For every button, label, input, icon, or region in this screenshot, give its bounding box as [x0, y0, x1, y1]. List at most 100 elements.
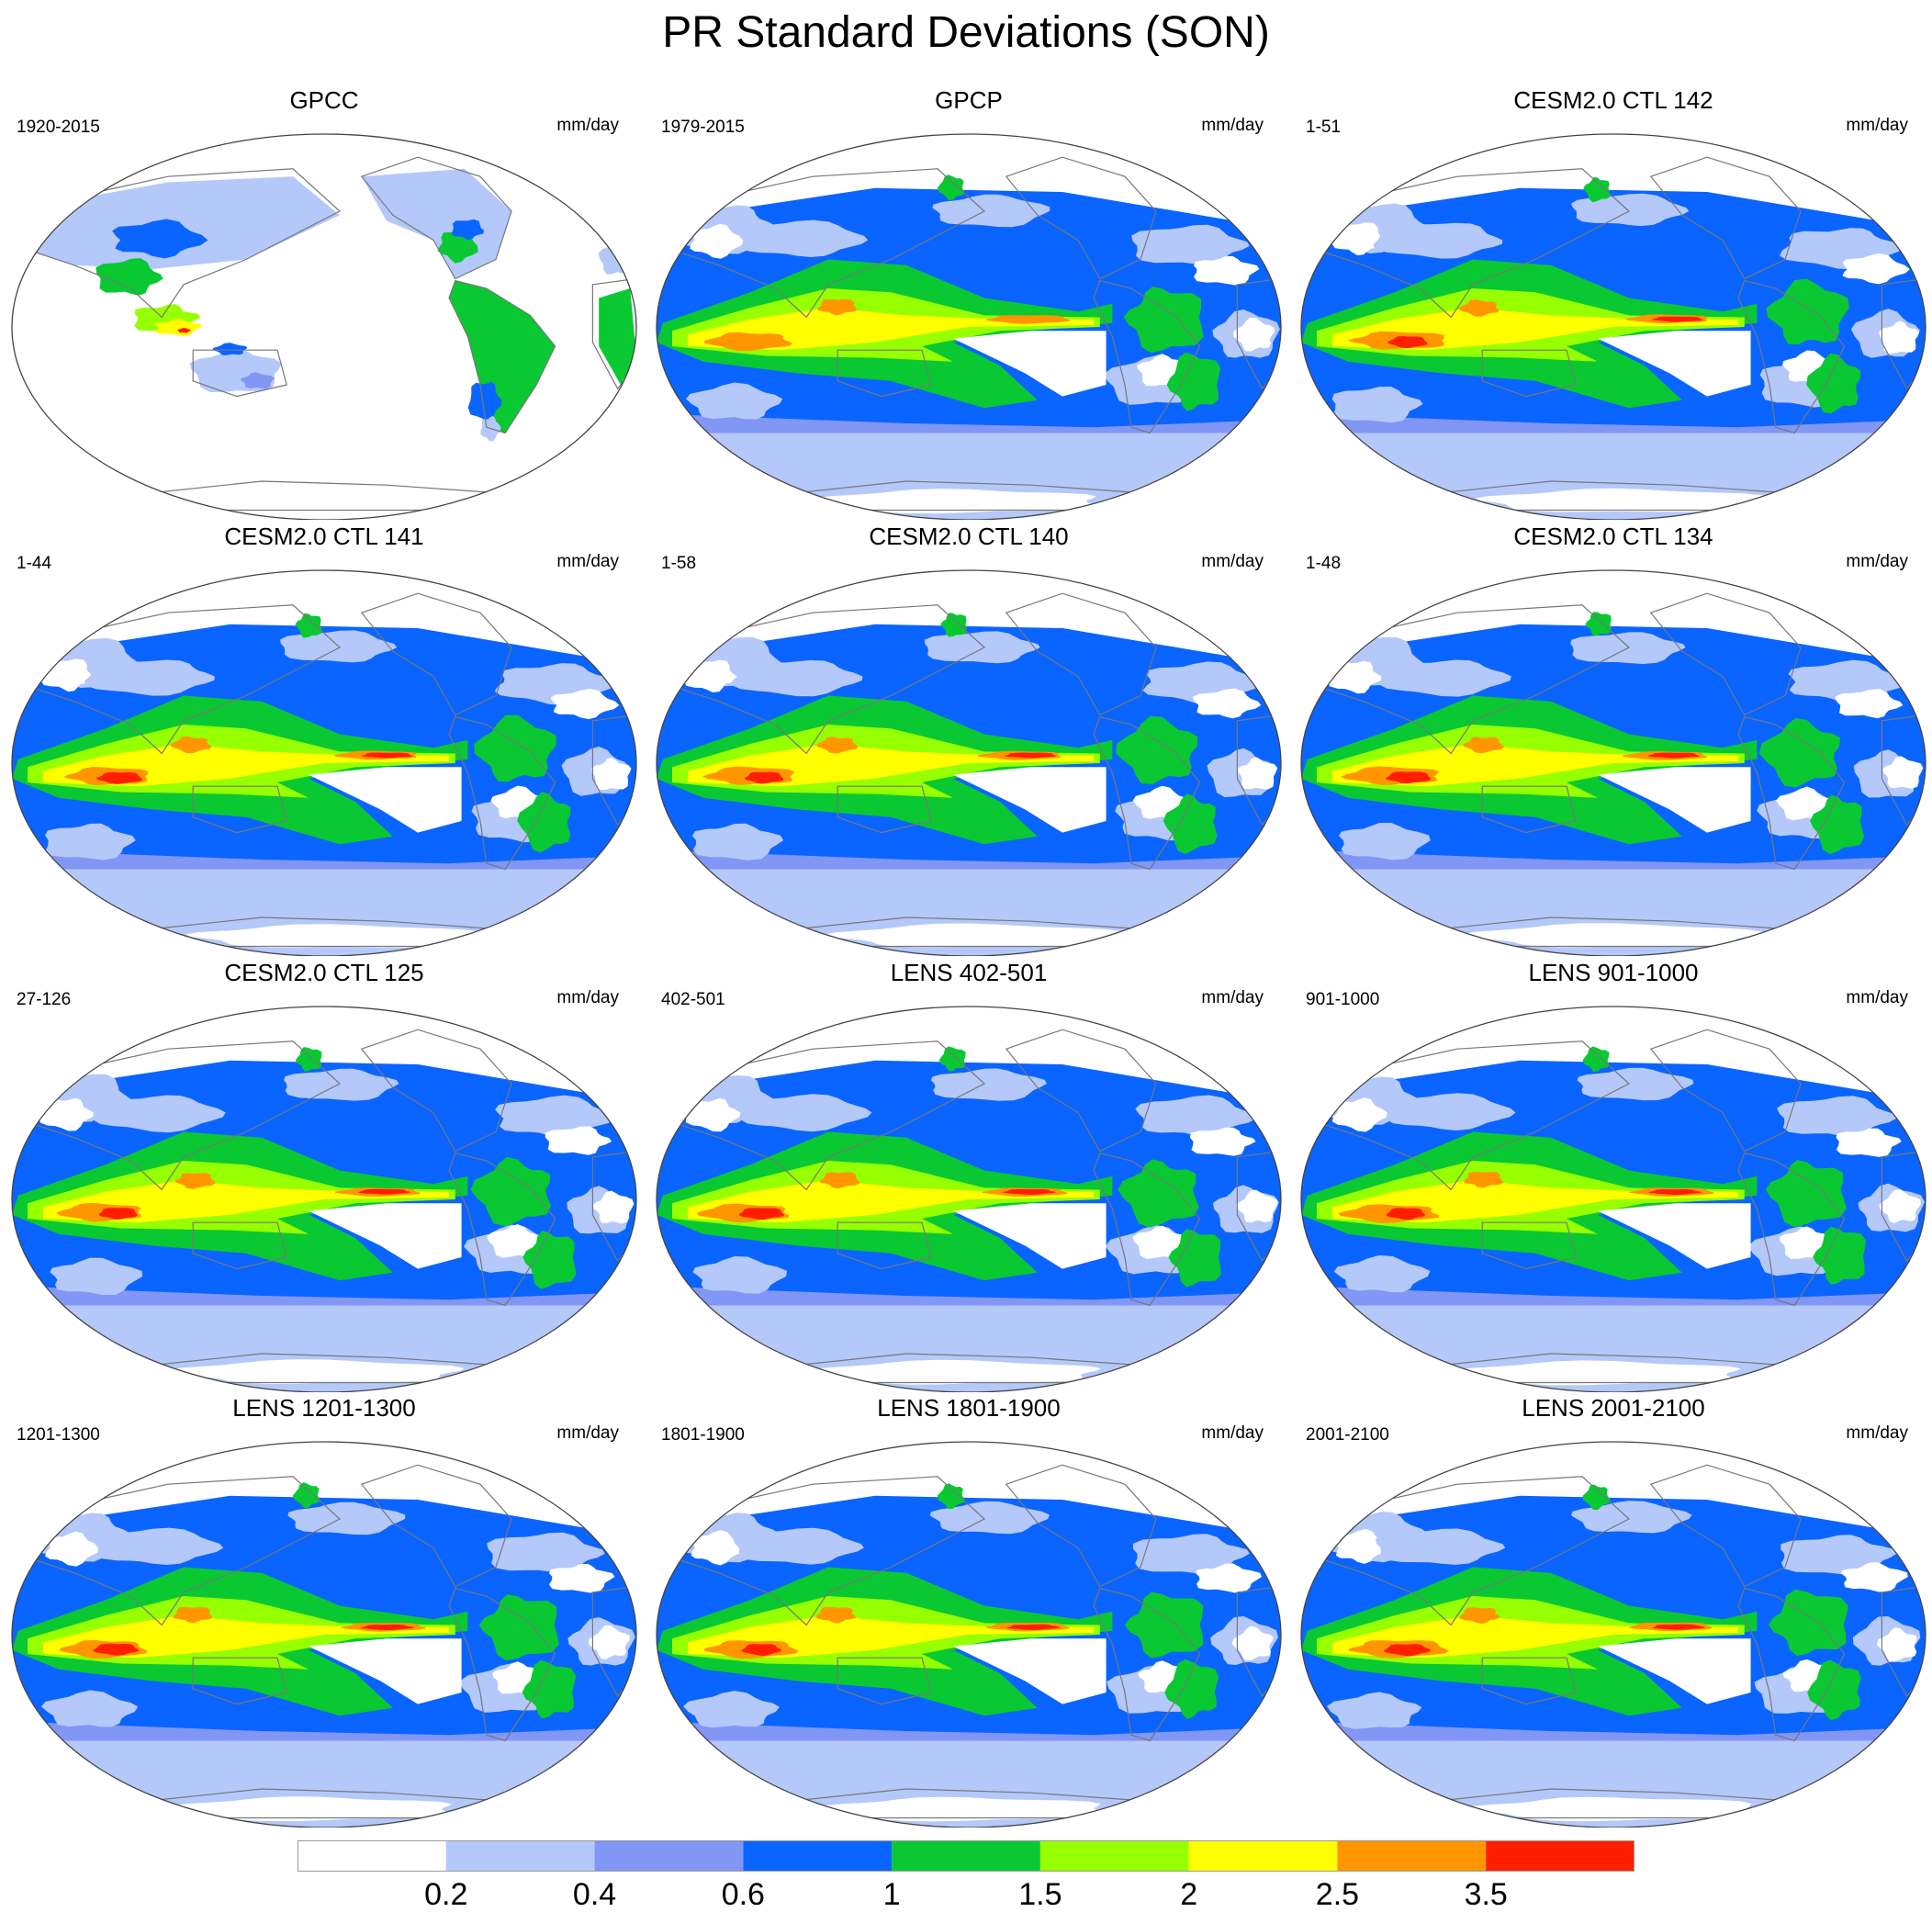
coastline	[671, 604, 986, 755]
panel-units-label: mm/day	[1846, 988, 1908, 1007]
contour-region	[1836, 1128, 1902, 1157]
projection-map	[1300, 569, 1926, 956]
projection-map	[11, 569, 637, 956]
contour-region	[43, 1615, 449, 1659]
coastline	[192, 349, 287, 398]
contour-region	[938, 1046, 966, 1072]
map-boundary	[1300, 569, 1926, 956]
contour-region	[241, 372, 275, 389]
contour-region	[1123, 287, 1204, 354]
coastline	[837, 785, 932, 834]
projection-map	[1300, 133, 1926, 520]
coastline	[360, 592, 512, 716]
contour-region	[1585, 612, 1612, 636]
coastline	[1005, 1029, 1157, 1153]
contour-region	[309, 767, 462, 833]
contour-region	[1005, 752, 1057, 759]
map-panel: LENS 2001-2100 2001-2100 mm/day	[1297, 1394, 1930, 1828]
contour-region	[704, 332, 792, 352]
contour-region	[804, 1359, 1102, 1385]
panel-units-label: mm/day	[1201, 552, 1264, 571]
contour-region	[45, 823, 136, 860]
contour-region	[733, 1527, 864, 1565]
contour-region	[1841, 1562, 1908, 1592]
panel-period-label: 1-48	[1306, 554, 1342, 573]
contour-region	[1652, 1624, 1705, 1630]
panel-title: CESM2.0 CTL 125	[224, 959, 424, 986]
contour-region	[550, 688, 620, 720]
map-boundary	[11, 133, 637, 520]
map-panel: CESM2.0 CTL 141 1-44 mm/day	[7, 523, 641, 956]
contour-region	[1446, 1360, 1741, 1386]
contour-region	[1842, 253, 1910, 285]
map-boundary	[11, 1441, 637, 1828]
panel-title: LENS 2001-2100	[1522, 1394, 1705, 1422]
contour-region	[28, 176, 340, 269]
coastline	[1093, 1152, 1201, 1307]
contour-region	[213, 343, 248, 355]
contour-region	[1189, 1127, 1256, 1156]
contour-region	[45, 1531, 100, 1567]
contour-region	[92, 1527, 224, 1565]
contour-region	[741, 1094, 872, 1132]
contour-region	[1373, 222, 1503, 259]
coastline	[1005, 1464, 1157, 1588]
coastline	[671, 168, 986, 319]
contour-region	[1461, 923, 1762, 948]
contour-region	[1768, 1589, 1848, 1656]
map-boundary	[656, 569, 1282, 956]
projection-map	[656, 1441, 1282, 1828]
contour-region	[1835, 689, 1904, 719]
colorbar-tick-label: 3.5	[1465, 1877, 1508, 1910]
panel-period-label: 1979-2015	[661, 118, 745, 137]
map-panel: LENS 1201-1300 1201-1300 mm/day	[7, 1394, 641, 1828]
contour-region	[985, 315, 1072, 324]
contour-region	[1194, 255, 1260, 286]
contour-region	[361, 752, 413, 759]
coastline	[837, 349, 932, 398]
contour-region	[94, 1095, 226, 1133]
contour-region	[1333, 1254, 1431, 1293]
contour-region	[686, 382, 783, 420]
coastline	[1093, 279, 1201, 434]
coastline	[1737, 279, 1846, 434]
contour-region	[1598, 331, 1751, 397]
contour-region	[1339, 822, 1431, 860]
contour-region	[185, 924, 483, 948]
coastline	[1005, 156, 1157, 280]
panel-title: CESM2.0 CTL 140	[869, 523, 1069, 550]
projection-map	[11, 133, 637, 520]
contour-region	[522, 1231, 577, 1289]
panel-title: LENS 1801-1900	[877, 1394, 1061, 1422]
contour-region	[813, 1796, 1104, 1822]
contour-region	[1386, 771, 1432, 784]
contour-region	[1570, 1501, 1692, 1534]
contour-region	[692, 823, 784, 860]
contour-region	[1237, 757, 1278, 790]
coastline	[1737, 715, 1846, 871]
map-panel: GPCP 1979-2015 mm/day	[652, 86, 1286, 520]
contour-region	[1231, 1625, 1274, 1661]
contour-region	[1236, 1189, 1278, 1223]
contour-region	[816, 1606, 857, 1624]
map-boundary	[1300, 1441, 1926, 1828]
contour-region	[1125, 1591, 1204, 1659]
contour-region	[953, 1638, 1106, 1704]
contour-region	[522, 1659, 577, 1719]
contour-region	[1164, 1659, 1219, 1719]
contour-region	[295, 613, 322, 638]
coastline	[448, 279, 556, 434]
contour-region	[1570, 193, 1690, 227]
contour-region	[98, 1208, 138, 1220]
contour-region	[820, 1172, 860, 1189]
panel-units-label: mm/day	[556, 1423, 619, 1443]
contour-region	[1810, 794, 1864, 855]
contour-region	[112, 219, 208, 259]
contour-region	[163, 1359, 465, 1384]
contour-region	[451, 219, 485, 241]
coastline	[1316, 168, 1631, 319]
contour-region	[173, 1606, 213, 1624]
panel-period-label: 901-1000	[1306, 990, 1380, 1009]
contour-region	[50, 1257, 143, 1296]
contour-region	[1116, 715, 1198, 784]
